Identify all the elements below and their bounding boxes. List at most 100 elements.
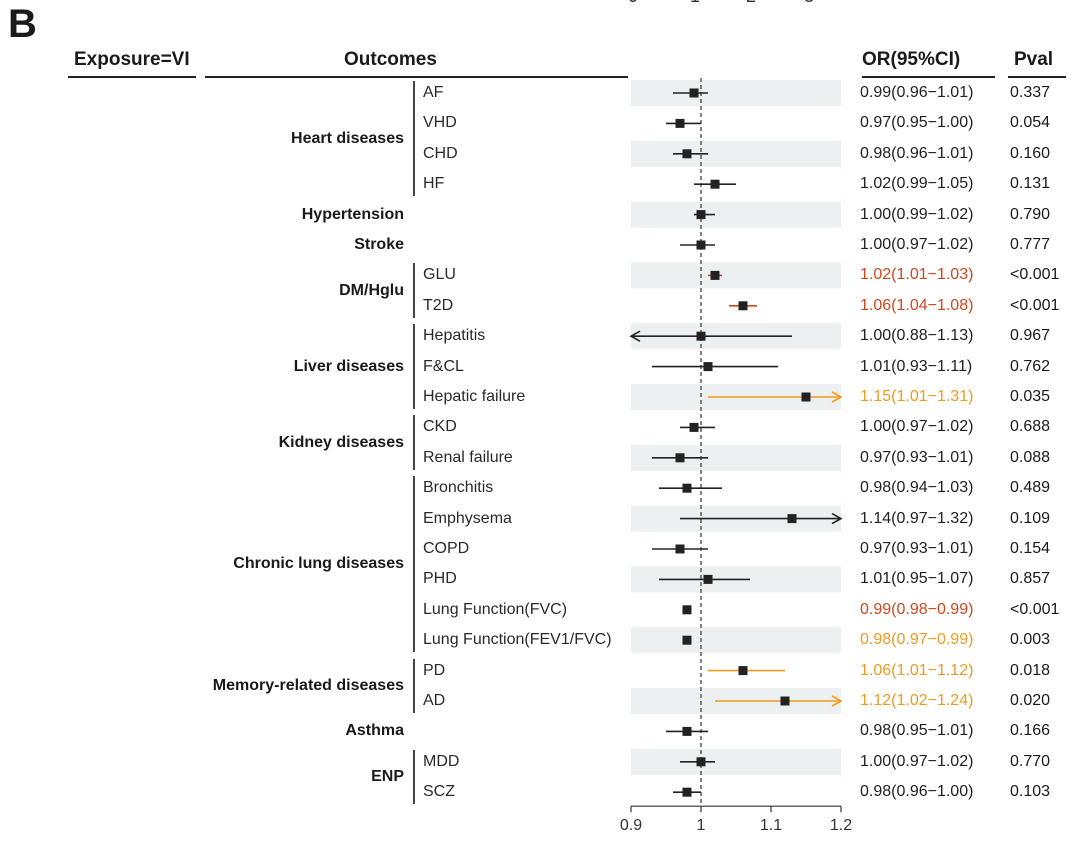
- outcome-label: CHD: [423, 144, 458, 162]
- exposure-header-rule: [68, 76, 196, 78]
- pval-value: 0.790: [1010, 205, 1051, 223]
- or-value: 0.99(0.96−1.01): [860, 84, 974, 101]
- point-estimate: [689, 88, 699, 98]
- or-value: 0.98(0.96−1.01): [860, 144, 974, 162]
- outcome-label: Hepatic failure: [423, 388, 526, 405]
- pval-value: 0.160: [1010, 144, 1051, 162]
- top-axis-tick: 0: [628, 0, 638, 7]
- point-estimate: [801, 392, 811, 402]
- or-value: 0.99(0.98−0.99): [860, 600, 974, 618]
- point-estimate: [675, 453, 685, 463]
- ci-arrow-right: [831, 695, 843, 707]
- group-label: Heart diseases: [291, 129, 404, 147]
- group-bracket: [413, 81, 415, 197]
- group-label: Asthma: [345, 722, 404, 740]
- or-value: 1.01(0.95−1.07): [860, 570, 974, 588]
- group-bracket: [413, 658, 415, 713]
- panel-label: B: [8, 2, 37, 46]
- pval-value: 0.762: [1010, 357, 1051, 375]
- pval-value: 0.337: [1010, 84, 1051, 101]
- pval-value: 0.777: [1010, 236, 1051, 253]
- point-estimate: [682, 149, 692, 159]
- or-header: OR(95%CI): [862, 49, 961, 70]
- pval-value: 0.857: [1010, 570, 1051, 588]
- pval-value: 0.018: [1010, 661, 1051, 679]
- point-estimate: [682, 605, 692, 615]
- outcome-label: PD: [423, 661, 446, 679]
- outcome-label: Lung Function(FEV1/FVC): [423, 631, 612, 649]
- outcome-label: SCZ: [423, 783, 455, 801]
- or-value: 0.97(0.93−1.01): [860, 540, 974, 557]
- point-estimate: [738, 301, 748, 311]
- top-axis-tick: 2: [746, 0, 756, 7]
- row-shade: [631, 201, 841, 228]
- group-bracket: [413, 324, 415, 409]
- pval-header-rule: [1008, 76, 1066, 78]
- group-bracket: [413, 749, 415, 805]
- or-header-rule: [862, 76, 995, 78]
- point-estimate: [696, 210, 706, 220]
- outcomes-header-rule: [205, 76, 628, 78]
- or-value: 0.98(0.96−1.00): [860, 783, 974, 801]
- pval-value: 0.770: [1010, 752, 1051, 770]
- or-value: 0.97(0.95−1.00): [860, 114, 974, 132]
- group-label: ENP: [371, 768, 404, 785]
- outcome-label: T2D: [423, 296, 454, 314]
- point-estimate: [682, 635, 692, 645]
- or-value: 0.98(0.94−1.03): [860, 479, 974, 497]
- row-shade: [631, 80, 841, 106]
- pval-value: <0.001: [1010, 266, 1060, 284]
- x-axis-tick-label: 1.1: [760, 817, 782, 834]
- pval-value: 0.688: [1010, 418, 1051, 436]
- point-estimate: [787, 514, 797, 524]
- outcome-label: CKD: [423, 418, 457, 436]
- pval-value: 0.003: [1010, 631, 1051, 649]
- exposure-header: Exposure=VI: [74, 49, 190, 70]
- group-label: DM/Hglu: [339, 281, 404, 299]
- point-estimate: [675, 544, 685, 554]
- outcome-label: Hepatitis: [423, 327, 486, 345]
- point-estimate: [682, 787, 692, 797]
- top-axis-tick: 1: [690, 0, 700, 7]
- or-value: 1.06(1.04−1.08): [860, 296, 974, 314]
- or-value: 1.00(0.88−1.13): [860, 327, 974, 345]
- or-value: 1.00(0.97−1.02): [860, 418, 974, 436]
- x-axis-tick-label: 1: [697, 817, 706, 834]
- outcome-label: VHD: [423, 114, 457, 132]
- outcome-label: GLU: [423, 266, 456, 284]
- row-shade: [631, 748, 841, 775]
- or-value: 1.15(1.01−1.31): [860, 388, 974, 405]
- pval-value: 0.489: [1010, 479, 1051, 497]
- or-value: 0.98(0.95−1.01): [860, 722, 974, 740]
- or-value: 0.97(0.93−1.01): [860, 448, 974, 466]
- point-estimate: [696, 331, 706, 341]
- outcome-label: F&CL: [423, 357, 464, 375]
- outcome-label: PHD: [423, 570, 457, 588]
- outcomes-header: Outcomes: [344, 49, 437, 70]
- pval-value: 0.154: [1010, 540, 1051, 557]
- group-bracket: [413, 415, 415, 470]
- x-axis-tick-label: 0.9: [620, 817, 642, 834]
- point-estimate: [682, 726, 692, 736]
- group-label: Liver diseases: [293, 357, 404, 375]
- point-estimate: [710, 270, 720, 280]
- group-label: Hypertension: [301, 205, 404, 223]
- point-estimate: [703, 574, 713, 584]
- top-axis-tick: 3: [804, 0, 814, 7]
- ci-arrow-left: [629, 330, 641, 342]
- row-shade: [631, 627, 841, 654]
- pval-value: 0.967: [1010, 327, 1051, 345]
- or-value: 1.06(1.01−1.12): [860, 661, 974, 679]
- pval-value: 0.103: [1010, 783, 1051, 801]
- outcome-label: Emphysema: [423, 509, 512, 527]
- pval-value: 0.131: [1010, 175, 1051, 193]
- pval-value: 0.054: [1010, 114, 1051, 132]
- pval-value: 0.020: [1010, 692, 1051, 709]
- ci-arrow-right: [831, 512, 843, 525]
- point-estimate: [710, 179, 720, 189]
- point-estimate: [696, 757, 706, 767]
- group-label: Chronic lung diseases: [233, 555, 404, 573]
- or-value: 1.00(0.97−1.02): [860, 752, 974, 770]
- group-label: Kidney diseases: [278, 433, 404, 451]
